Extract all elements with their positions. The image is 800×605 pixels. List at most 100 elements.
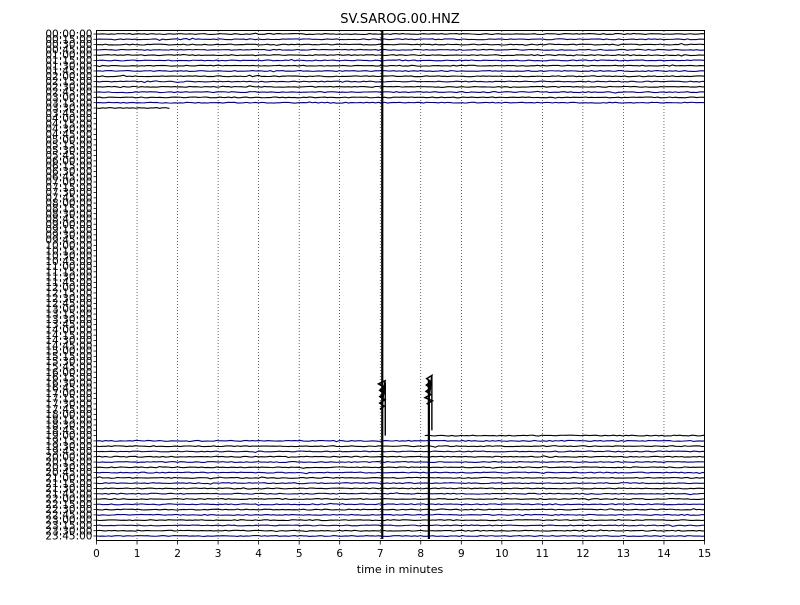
y-tick-label: 01:45:00 — [45, 66, 92, 78]
y-tick-label: 11:45:00 — [45, 277, 92, 289]
y-tick-label: 18:00:00 — [45, 409, 92, 421]
y-tick-label: 21:45:00 — [45, 488, 92, 500]
y-tick-label: 18:45:00 — [45, 425, 92, 437]
trace-22-30-00 — [96, 508, 705, 511]
x-tick-label: 11 — [536, 548, 549, 560]
trace-02-30-00 — [96, 85, 705, 89]
trace-21-45-00 — [96, 492, 705, 496]
x-tick-label: 3 — [215, 548, 222, 560]
y-tick-label: 03:00:00 — [45, 92, 92, 104]
y-tick-label: 07:00:00 — [45, 177, 92, 189]
y-axis: 00:00:0000:15:0000:30:0000:45:0001:00:00… — [45, 29, 97, 543]
x-tick-label: 7 — [377, 548, 384, 560]
y-tick-label: 13:30:00 — [45, 314, 92, 326]
trace-21-15-00 — [96, 482, 705, 485]
event-2-burst — [423, 373, 435, 405]
trace-00-15-00 — [96, 37, 705, 41]
event-layer — [376, 31, 435, 539]
y-tick-label: 20:30:00 — [45, 462, 92, 474]
chart-title: SV.SAROG.00.HNZ — [340, 12, 460, 27]
y-tick-label: 09:15:00 — [45, 224, 92, 236]
y-tick-label: 20:00:00 — [45, 451, 92, 463]
y-tick-label: 18:30:00 — [45, 420, 92, 432]
y-tick-label: 23:15:00 — [45, 520, 92, 532]
y-tick-label: 06:15:00 — [45, 161, 92, 173]
y-tick-label: 10:15:00 — [45, 245, 92, 257]
y-tick-label: 03:45:00 — [45, 108, 92, 120]
y-tick-label: 17:00:00 — [45, 388, 92, 400]
trace-21-30-00 — [96, 487, 705, 490]
y-tick-label: 08:15:00 — [45, 203, 92, 215]
trace-23-45-00 — [96, 534, 705, 537]
y-tick-label: 00:30:00 — [45, 39, 92, 51]
y-tick-label: 03:15:00 — [45, 97, 92, 109]
trace-22-45-00 — [96, 513, 705, 517]
trace-00-45-00 — [96, 48, 705, 51]
y-tick-label: 11:15:00 — [45, 266, 92, 278]
plot-frame-border — [96, 30, 705, 541]
x-tick-label: 6 — [336, 548, 343, 560]
y-tick-label: 17:15:00 — [45, 393, 92, 405]
y-tick-label: 06:00:00 — [45, 155, 92, 167]
y-tick-label: 12:45:00 — [45, 298, 92, 310]
y-tick-label: 15:00:00 — [45, 346, 92, 358]
trace-23-30-00 — [96, 529, 705, 533]
trace-layer — [96, 32, 705, 537]
trace-01-45-00 — [96, 69, 705, 73]
trace-02-45-00 — [96, 90, 705, 94]
x-tick-label: 1 — [134, 548, 141, 560]
trace-20-45-00 — [96, 471, 705, 475]
y-tick-label: 02:30:00 — [45, 81, 92, 93]
y-tick-label: 22:00:00 — [45, 494, 92, 506]
trace-19-45-00 — [96, 450, 705, 454]
y-tick-label: 09:45:00 — [45, 235, 92, 247]
y-tick-label: 05:15:00 — [45, 140, 92, 152]
y-tick-label: 12:30:00 — [45, 293, 92, 305]
y-tick-label: 09:30:00 — [45, 229, 92, 241]
trace-19-30-00 — [96, 445, 705, 448]
y-tick-label: 16:30:00 — [45, 377, 92, 389]
y-tick-label: 20:15:00 — [45, 457, 92, 469]
trace-19-00-00 — [424, 434, 705, 437]
y-tick-label: 04:00:00 — [45, 113, 92, 125]
y-tick-label: 15:45:00 — [45, 362, 92, 374]
y-tick-label: 05:30:00 — [45, 145, 92, 157]
x-tick-label: 13 — [617, 548, 630, 560]
y-tick-label: 00:45:00 — [45, 44, 92, 56]
y-tick-label: 22:15:00 — [45, 499, 92, 511]
trace-19-15-00 — [96, 439, 705, 443]
y-tick-label: 00:15:00 — [45, 34, 92, 46]
y-tick-label: 23:00:00 — [45, 515, 92, 527]
y-tick-label: 14:30:00 — [45, 335, 92, 347]
y-tick-label: 09:00:00 — [45, 219, 92, 231]
x-tick-label: 4 — [255, 548, 262, 560]
y-tick-label: 10:00:00 — [45, 240, 92, 252]
y-tick-label: 05:45:00 — [45, 150, 92, 162]
trace-01-00-00 — [96, 53, 705, 57]
y-tick-label: 08:00:00 — [45, 198, 92, 210]
x-axis-label: time in minutes — [357, 563, 444, 576]
y-tick-label: 13:45:00 — [45, 319, 92, 331]
trace-02-00-00 — [96, 74, 705, 78]
y-tick-label: 22:30:00 — [45, 504, 92, 516]
x-tick-label: 5 — [296, 548, 303, 560]
x-axis: 0 1 2 3 4 5 6 7 8 9 10 11 12 13 14 15 — [93, 540, 711, 560]
y-tick-label: 02:45:00 — [45, 87, 92, 99]
y-tick-label: 13:15:00 — [45, 309, 92, 321]
y-tick-label: 15:30:00 — [45, 356, 92, 368]
y-tick-label: 04:45:00 — [45, 129, 92, 141]
trace-23-15-00 — [96, 524, 705, 527]
y-tick-label: 17:45:00 — [45, 404, 92, 416]
y-tick-label: 11:00:00 — [45, 261, 92, 273]
y-tick-label: 15:15:00 — [45, 351, 92, 363]
y-tick-label: 20:45:00 — [45, 467, 92, 479]
y-tick-label: 19:45:00 — [45, 446, 92, 458]
trace-03-15-00 — [96, 101, 705, 104]
x-tick-label: 0 — [93, 548, 100, 560]
y-tick-label: 02:00:00 — [45, 71, 92, 83]
y-tick-label: 21:30:00 — [45, 483, 92, 495]
trace-00-00-00 — [96, 32, 705, 36]
y-tick-label: 06:30:00 — [45, 166, 92, 178]
y-tick-label: 16:45:00 — [45, 383, 92, 395]
